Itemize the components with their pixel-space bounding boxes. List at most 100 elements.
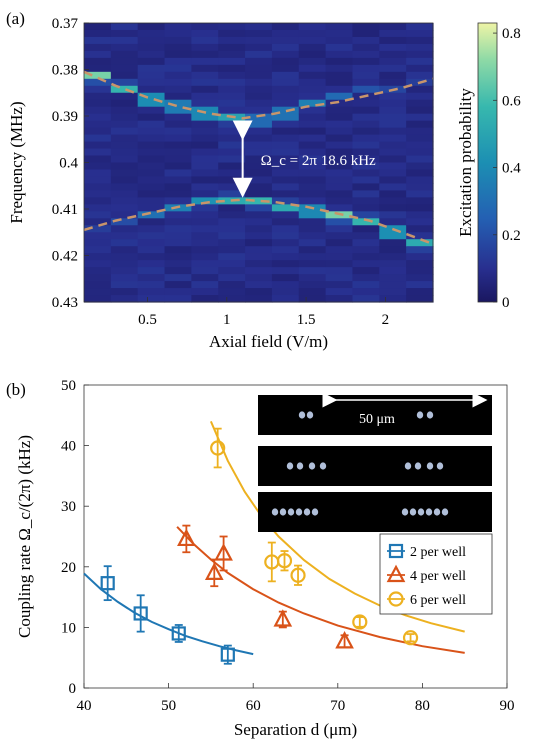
heatmap-cell [191, 239, 219, 247]
heatmap-cell [84, 64, 112, 73]
heatmap-cell [406, 99, 434, 108]
heatmap-cell [110, 92, 139, 101]
heatmap-cell [298, 162, 327, 171]
heatmap-cell [164, 260, 192, 268]
heatmap-cell [110, 281, 139, 289]
heatmap-cell [218, 23, 246, 31]
heatmap-cell [110, 50, 139, 59]
heatmap-cell [245, 274, 273, 282]
heatmap-cell [245, 281, 273, 289]
legend-label: 2 per well [410, 545, 466, 560]
heatmap-cell [191, 50, 219, 59]
heatmap-cell [352, 183, 380, 191]
heatmap-cell [379, 211, 407, 219]
heatmap-cell [218, 274, 246, 282]
heatmap-cell [352, 260, 380, 268]
x-axis-ticks: 40 50 60 70 80 90 [77, 683, 515, 714]
heatmap-cell [164, 274, 192, 282]
heatmap-cell [84, 36, 112, 45]
heatmap-cell [218, 71, 246, 80]
heatmap-cell [298, 295, 327, 303]
heatmap-cell [406, 162, 434, 171]
heatmap-cell [298, 281, 327, 289]
heatmap-cell [84, 148, 112, 157]
heatmap-cell [110, 225, 139, 233]
ion-spot [433, 508, 441, 516]
heatmap-cell [164, 169, 192, 178]
data-points [100, 427, 419, 665]
heatmap-cell [164, 85, 192, 94]
heatmap-cell [298, 274, 327, 282]
x-tick-label: 60 [246, 698, 261, 714]
heatmap-cell [84, 281, 112, 289]
colorbar-tick-label: 0.6 [502, 93, 521, 109]
heatmap-cell [271, 232, 300, 240]
heatmap-cell [218, 295, 246, 303]
data-point [214, 543, 233, 561]
heatmap-cell [325, 169, 354, 178]
heatmap-cell [218, 148, 246, 157]
heatmap-cell [271, 274, 300, 282]
heatmap-cell [325, 106, 354, 115]
heatmap-cell [406, 260, 434, 268]
heatmap-cell [137, 43, 166, 52]
heatmap-cell [406, 134, 434, 143]
heatmap-cell [218, 141, 246, 150]
heatmap-cell [406, 92, 434, 101]
heatmap-cell [325, 204, 354, 212]
heatmap-cell [191, 274, 219, 282]
heatmap-cell [379, 148, 407, 157]
y-tick-label: 0.39 [52, 109, 78, 125]
heatmap-cell [84, 57, 112, 66]
heatmap-cell [271, 57, 300, 66]
heatmap-cell [164, 134, 192, 143]
heatmap-cell [379, 50, 407, 59]
heatmap-cell [245, 197, 273, 205]
heatmap-cell [191, 71, 219, 80]
heatmap-cell [379, 295, 407, 303]
heatmap-cell [110, 71, 139, 80]
heatmap-cell [325, 43, 354, 52]
heatmap-cell [164, 295, 192, 303]
heatmap-cell [298, 23, 327, 31]
ion-spot [295, 508, 303, 516]
heatmap-cell [191, 85, 219, 94]
panel-b-label: (b) [6, 380, 26, 399]
heatmap-cell [218, 29, 246, 38]
heatmap-cell [110, 204, 139, 212]
legend-label: 4 per well [410, 569, 466, 584]
heatmap-cell [164, 197, 192, 205]
heatmap-cell [164, 141, 192, 150]
heatmap-cell [325, 64, 354, 73]
heatmap-cell [245, 162, 273, 171]
heatmap-cell [298, 36, 327, 45]
ion-spot [287, 508, 295, 516]
heatmap-cell [84, 253, 112, 261]
heatmap-cell [191, 190, 219, 198]
heatmap-cell [379, 155, 407, 164]
ion-spot [425, 508, 433, 516]
data-point [402, 630, 419, 646]
heatmap-cell [110, 232, 139, 240]
ion-spot [279, 508, 287, 516]
heatmap-cell [164, 148, 192, 157]
heatmap-cell [137, 218, 166, 226]
heatmap-cell [406, 29, 434, 38]
x-tick-label: 2 [382, 312, 390, 328]
heatmap-cell [110, 43, 139, 52]
heatmap-cell [218, 267, 246, 275]
heatmap-cell [137, 155, 166, 164]
heatmap-cell [137, 50, 166, 59]
heatmap-cell [352, 29, 380, 38]
heatmap-cell [110, 246, 139, 254]
heatmap-cell [191, 183, 219, 191]
heatmap-cell [191, 99, 219, 108]
heatmap-cell [84, 50, 112, 59]
heatmap-cell [379, 106, 407, 115]
heatmap-cell [164, 183, 192, 191]
heatmap-cell [325, 29, 354, 38]
y-tick-label: 30 [61, 499, 76, 515]
heatmap-cell [271, 267, 300, 275]
heatmap-cell [406, 197, 434, 205]
heatmap-cell [137, 253, 166, 261]
